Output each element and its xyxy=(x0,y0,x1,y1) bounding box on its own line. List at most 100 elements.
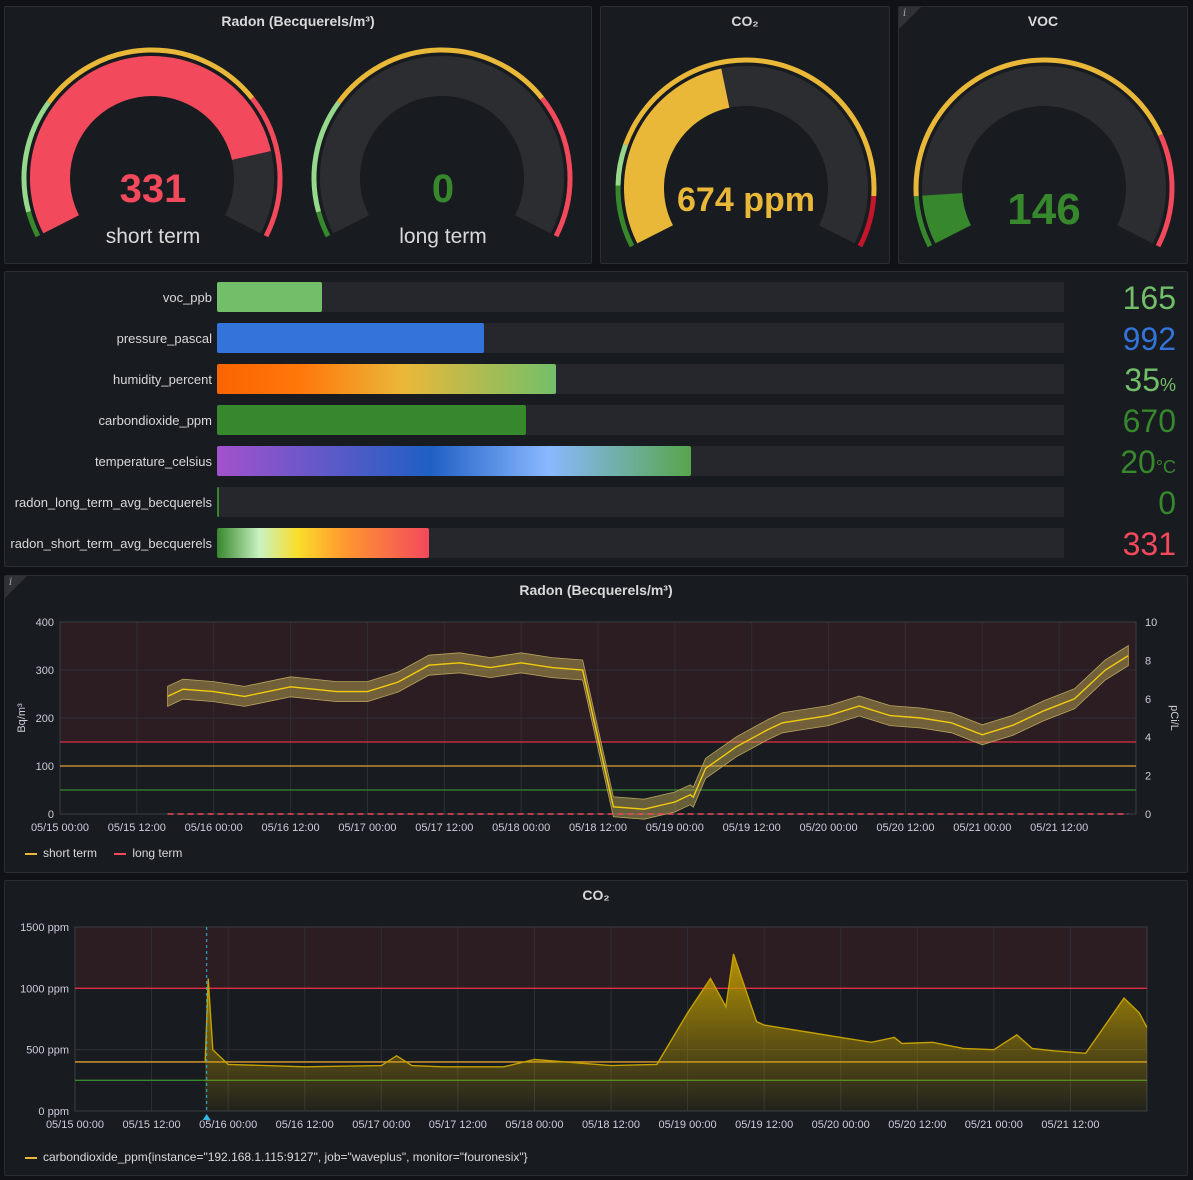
bar-row-temperature_celsius: temperature_celsius 20°C xyxy=(5,444,1190,480)
bar-track xyxy=(217,446,1064,476)
bar-fill xyxy=(217,364,556,394)
bar-track xyxy=(217,487,1064,517)
x-tick-label: 05/20 12:00 xyxy=(888,1119,946,1131)
bar-label: radon_short_term_avg_becquerels xyxy=(10,536,212,551)
bar-value: 670 xyxy=(1122,403,1176,439)
bar-track xyxy=(217,405,1064,435)
voc-gauge-panel: i VOC 146 xyxy=(898,6,1188,264)
y-axis-label: Bq/m³ xyxy=(16,703,28,733)
x-tick-label: 05/20 12:00 xyxy=(876,822,934,834)
co2-value: 674 ppm xyxy=(677,181,815,219)
panel-title: Radon (Becquerels/m³) xyxy=(519,582,673,598)
y2-tick-label: 2 xyxy=(1145,771,1151,783)
series-band xyxy=(167,644,1129,820)
gauge-threshold-arc xyxy=(21,100,51,213)
legend-item-short-term[interactable]: short term xyxy=(25,846,97,860)
voc-value: 146 xyxy=(1007,185,1081,234)
x-tick-label: 05/16 00:00 xyxy=(199,1119,257,1131)
x-tick-label: 05/18 00:00 xyxy=(492,822,550,834)
y-tick-label: 100 xyxy=(36,761,54,773)
radon-long-label: long term xyxy=(399,225,487,248)
x-tick-label: 05/16 00:00 xyxy=(185,822,243,834)
gauge-threshold-arc xyxy=(250,96,283,238)
radon-short-label: short term xyxy=(105,225,201,248)
x-tick-label: 05/16 12:00 xyxy=(262,822,320,834)
x-tick-label: 05/19 12:00 xyxy=(735,1119,793,1131)
x-tick-label: 05/20 00:00 xyxy=(812,1119,870,1131)
series-line-0 xyxy=(204,953,1148,1068)
y-tick-label: 400 xyxy=(36,617,54,629)
x-tick-label: 05/17 12:00 xyxy=(415,822,473,834)
y-tick-label: 500 ppm xyxy=(26,1045,69,1057)
x-tick-label: 05/15 12:00 xyxy=(108,822,166,834)
x-tick-label: 05/15 00:00 xyxy=(31,822,89,834)
radon-legend: short term long term xyxy=(25,846,182,860)
y-tick-label: 0 xyxy=(48,809,54,821)
bar-track xyxy=(217,364,1064,394)
gauge-threshold-arc xyxy=(623,57,877,197)
x-tick-label: 05/17 00:00 xyxy=(338,822,396,834)
bar-row-carbondioxide_ppm: carbondioxide_ppm 670 xyxy=(5,403,1190,439)
bar-row-voc_ppb: voc_ppb 165 xyxy=(5,280,1190,316)
radon-short-gauge xyxy=(21,47,283,238)
bar-fill xyxy=(217,487,219,517)
bar-value: 165 xyxy=(1122,280,1176,316)
x-tick-label: 05/15 00:00 xyxy=(46,1119,104,1131)
bar-row-radon_short_term_avg_becquerels: radon_short_term_avg_becquerels 331 xyxy=(5,526,1190,562)
y2-axis-label: pCi/L xyxy=(1168,705,1180,731)
panel-title: Radon (Becquerels/m³) xyxy=(221,13,375,29)
radon-long-gauge xyxy=(311,47,573,238)
x-tick-label: 05/21 00:00 xyxy=(965,1119,1023,1131)
bar-gauge-panel: voc_ppb 165 pressure_pascal 992 humidity_p… xyxy=(4,271,1188,567)
x-tick-label: 05/19 12:00 xyxy=(723,822,781,834)
legend-item-long-term[interactable]: long term xyxy=(114,846,182,860)
gauge-threshold-arc xyxy=(26,211,41,238)
x-tick-label: 05/17 12:00 xyxy=(429,1119,487,1131)
x-tick-label: 05/18 00:00 xyxy=(505,1119,563,1131)
panel-title: CO₂ xyxy=(731,13,759,29)
gauge-threshold-arc xyxy=(336,47,545,104)
bar-fill xyxy=(217,528,429,558)
info-icon[interactable]: i xyxy=(899,7,921,29)
bar-label: radon_long_term_avg_becquerels xyxy=(14,495,212,510)
radon-short-value: 331 xyxy=(119,167,187,211)
radon-long-value: 0 xyxy=(431,167,455,211)
bar-fill xyxy=(217,282,323,312)
bar-row-pressure_pascal: pressure_pascal 992 xyxy=(5,321,1190,357)
bar-value: 331 xyxy=(1122,526,1176,562)
co2-gauge xyxy=(615,57,877,248)
y-tick-label: 1500 ppm xyxy=(20,922,69,934)
bar-row-radon_long_term_avg_becquerels: radon_long_term_avg_becquerels 0 xyxy=(5,485,1190,521)
bar-label: voc_ppb xyxy=(162,290,212,305)
x-tick-label: 05/21 12:00 xyxy=(1041,1119,1099,1131)
y2-tick-label: 0 xyxy=(1145,809,1151,821)
bar-label: pressure_pascal xyxy=(116,331,212,346)
x-tick-label: 05/19 00:00 xyxy=(659,1119,717,1131)
y2-tick-label: 8 xyxy=(1145,655,1151,667)
bar-fill xyxy=(217,446,692,476)
bar-label: temperature_celsius xyxy=(94,454,212,469)
x-tick-label: 05/16 12:00 xyxy=(276,1119,334,1131)
gauge-threshold-arc xyxy=(913,57,1163,197)
info-icon[interactable]: i xyxy=(5,576,27,598)
gauge-threshold-arc xyxy=(615,185,635,248)
gauge-threshold-arc xyxy=(615,143,628,186)
y2-tick-label: 4 xyxy=(1145,732,1151,744)
bar-fill xyxy=(217,405,527,435)
gauge-fill xyxy=(922,192,972,244)
series-line-0 xyxy=(167,655,1129,810)
x-tick-label: 05/17 00:00 xyxy=(352,1119,410,1131)
gauge-threshold-arc xyxy=(540,96,573,238)
x-tick-label: 05/20 00:00 xyxy=(800,822,858,834)
annotation-marker xyxy=(202,1114,211,1120)
y2-tick-label: 10 xyxy=(1145,617,1157,629)
x-tick-label: 05/21 12:00 xyxy=(1030,822,1088,834)
radon-gauge-panel: Radon (Becquerels/m³) 331 short term 0 l… xyxy=(4,6,592,264)
bar-fill xyxy=(217,323,484,353)
gauge-track xyxy=(922,66,1166,244)
co2-chart: 0 ppm 500 ppm 1000 ppm 1500 ppm 05/15 00:00 0… xyxy=(20,922,1148,1131)
legend-item-co2[interactable]: carbondioxide_ppm{instance="192.168.1.11… xyxy=(25,1150,528,1164)
y2-tick-label: 6 xyxy=(1145,694,1151,706)
bar-track xyxy=(217,528,1064,558)
